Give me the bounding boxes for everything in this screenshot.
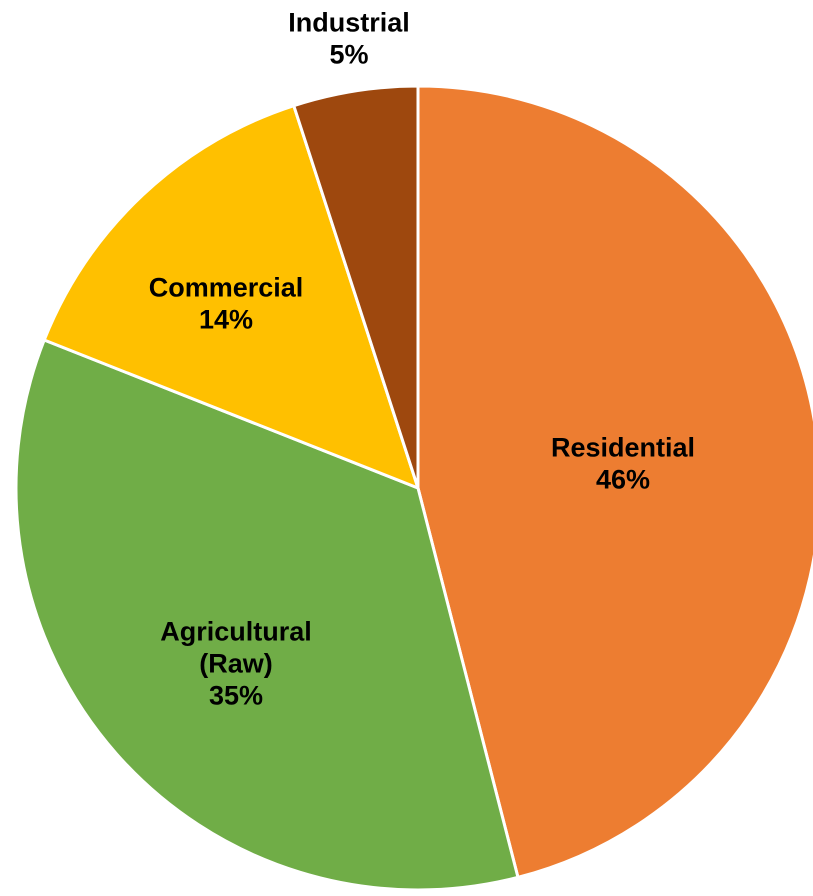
pie-label-value: 5%	[329, 40, 368, 70]
pie-labels: Residential 46% Agricultural (Raw) 35% Commer…	[149, 7, 695, 710]
pie-label-value: 14%	[199, 304, 253, 334]
pie-slice-industrial	[292, 84, 420, 490]
pie-label-category: (Raw)	[199, 649, 273, 679]
pie-label-category: Industrial	[288, 7, 410, 37]
pie-label-category: Commercial	[149, 272, 304, 302]
pie-label-residential: Residential 46%	[551, 432, 695, 494]
pie-label-agricultural-raw: Agricultural (Raw) 35%	[160, 617, 312, 711]
pie-label-value: 35%	[209, 681, 263, 711]
pie-slices	[14, 84, 813, 892]
pie-label-category: Agricultural	[160, 617, 312, 647]
pie-slice-residential	[416, 84, 813, 879]
pie-label-category: Residential	[551, 432, 695, 462]
pie-label-commercial: Commercial 14%	[149, 272, 304, 334]
pie-label-value: 46%	[596, 464, 650, 494]
pie-label-industrial: Industrial 5%	[288, 7, 410, 69]
pie-slice-agricultural-raw	[14, 338, 520, 892]
